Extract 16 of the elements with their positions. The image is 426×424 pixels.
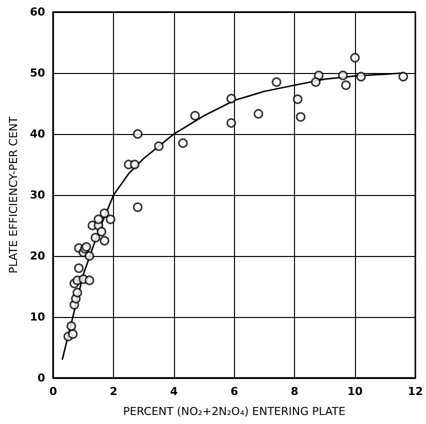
x-tick-label: 0 bbox=[49, 385, 58, 398]
y-tick-label: 30 bbox=[30, 188, 46, 202]
x-axis-title: PERCENT (NO₂+2N₂O₄) ENTERING PLATE bbox=[123, 405, 346, 418]
y-axis-title: PLATE EFFICIENCY-PER CENT bbox=[7, 116, 20, 274]
y-tick-label: 10 bbox=[30, 310, 46, 324]
y-tick-label: 60 bbox=[30, 6, 46, 18]
y-tick-label: 40 bbox=[30, 128, 46, 140]
x-tick-label: 4 bbox=[170, 385, 178, 398]
x-tick-label: 12 bbox=[408, 385, 423, 398]
y-tick-label: 20 bbox=[30, 250, 46, 262]
x-tick-label: 8 bbox=[290, 385, 298, 398]
x-tick-label: 6 bbox=[230, 385, 238, 398]
x-tick-label: 2 bbox=[110, 385, 118, 398]
y-tick-label: 50 bbox=[30, 66, 46, 80]
x-tick-label: 10 bbox=[347, 385, 363, 398]
y-tick-label: 0 bbox=[38, 372, 46, 384]
